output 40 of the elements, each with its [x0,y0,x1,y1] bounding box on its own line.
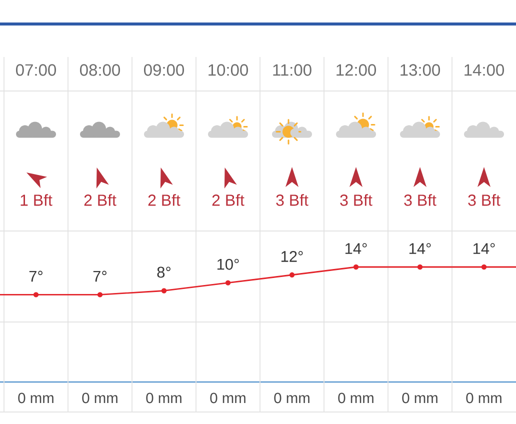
x-tick-label: 11:00 [273,64,312,76]
point [33,292,39,298]
point [417,264,423,270]
x-tick-label: 12:00 [336,64,376,76]
text: 0 mm [18,392,54,404]
text: 0 mm [82,392,118,404]
text: 0 mm [210,392,246,404]
text: 0 mm [338,392,374,404]
data-label: 14° [409,243,431,254]
text: 0 mm [146,392,182,404]
text: 0 mm [466,392,502,404]
point [289,272,295,278]
data-label: 14° [473,243,495,254]
data-label: 7° [93,270,106,282]
x-tick-label: 07:00 [16,64,56,76]
data-label: 8° [157,266,170,278]
text: 3 Bft [276,194,308,206]
point [353,264,359,270]
data-label: 14° [345,243,367,254]
text: 2 Bft [84,194,116,206]
data-label: 12° [281,251,303,262]
point [481,264,487,270]
point [225,280,231,286]
point [161,288,167,294]
text: 0 mm [274,392,310,404]
x-tick-label: 13:00 [400,64,440,76]
data-label: 10° [217,258,239,270]
x-tick-label: 09:00 [144,64,184,76]
data-label: 7° [29,270,42,282]
x-tick-label: 08:00 [80,64,120,76]
text: 3 Bft [404,194,436,206]
point [97,292,103,298]
x-tick-label: 14:00 [464,64,504,76]
text: 2 Bft [212,194,244,206]
text: 0 mm [402,392,438,404]
x-tick-label: 10:00 [208,64,248,76]
text: 3 Bft [468,194,500,206]
text: 3 Bft [340,194,372,206]
text: 1 Bft [20,194,52,206]
text: 2 Bft [148,194,180,206]
